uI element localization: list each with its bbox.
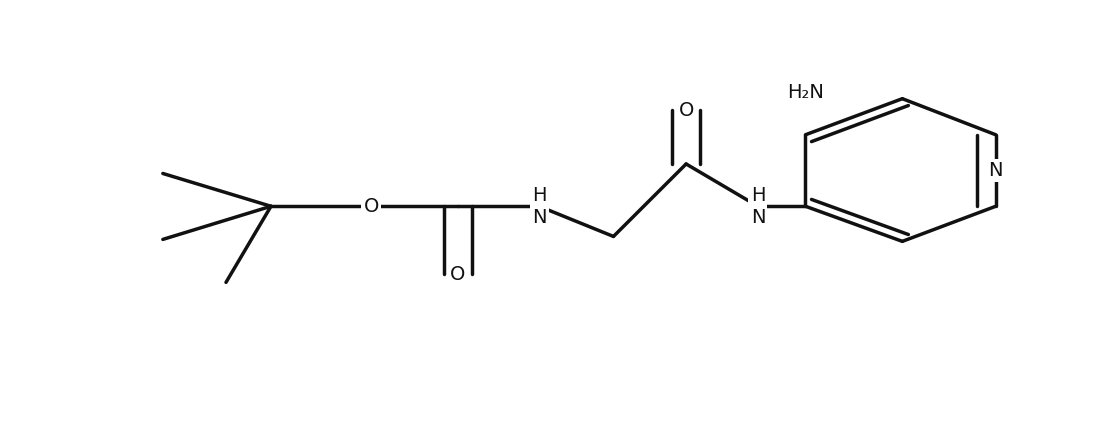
Text: O: O (450, 265, 465, 284)
Text: O: O (679, 101, 694, 120)
Text: H₂N: H₂N (787, 83, 824, 102)
Text: H
N: H N (532, 186, 547, 227)
Text: N: N (989, 161, 1003, 180)
Text: O: O (364, 197, 379, 216)
Text: H
N: H N (751, 186, 766, 227)
